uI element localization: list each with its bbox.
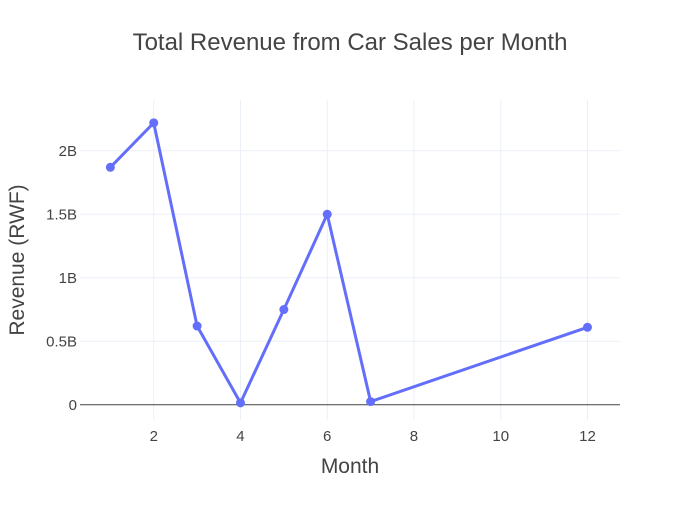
y-tick-label: 0 <box>69 397 77 414</box>
data-point <box>105 162 115 172</box>
data-point <box>149 118 159 128</box>
x-tick-label: 2 <box>150 428 158 445</box>
axes: 2 4 6 8 10 12 0 0.5B 1B 1.5B 2B <box>46 143 596 445</box>
data-point <box>366 397 376 407</box>
data-point <box>279 305 289 315</box>
data-point <box>235 398 245 408</box>
y-tick-label: 1.5B <box>46 206 77 223</box>
y-tick-label: 2B <box>59 143 77 160</box>
series-line <box>108 121 589 405</box>
x-axis-label: Month <box>321 455 379 478</box>
x-tick-label: 4 <box>236 428 244 445</box>
y-tick-label: 1B <box>59 270 77 287</box>
x-tick-label: 10 <box>492 428 509 445</box>
data-point <box>582 322 592 332</box>
data-point <box>192 321 202 331</box>
y-axis-label: Revenue (RWF) <box>6 184 29 335</box>
grid-lines <box>80 100 620 420</box>
chart-title: Total Revenue from Car Sales per Month <box>133 29 568 56</box>
data-point <box>322 209 332 219</box>
x-tick-label: 8 <box>410 428 418 445</box>
plot-area <box>80 100 620 420</box>
series-layer <box>105 118 592 408</box>
y-tick-label: 0.5B <box>46 333 77 350</box>
x-tick-label: 6 <box>323 428 331 445</box>
x-tick-label: 12 <box>579 428 596 445</box>
